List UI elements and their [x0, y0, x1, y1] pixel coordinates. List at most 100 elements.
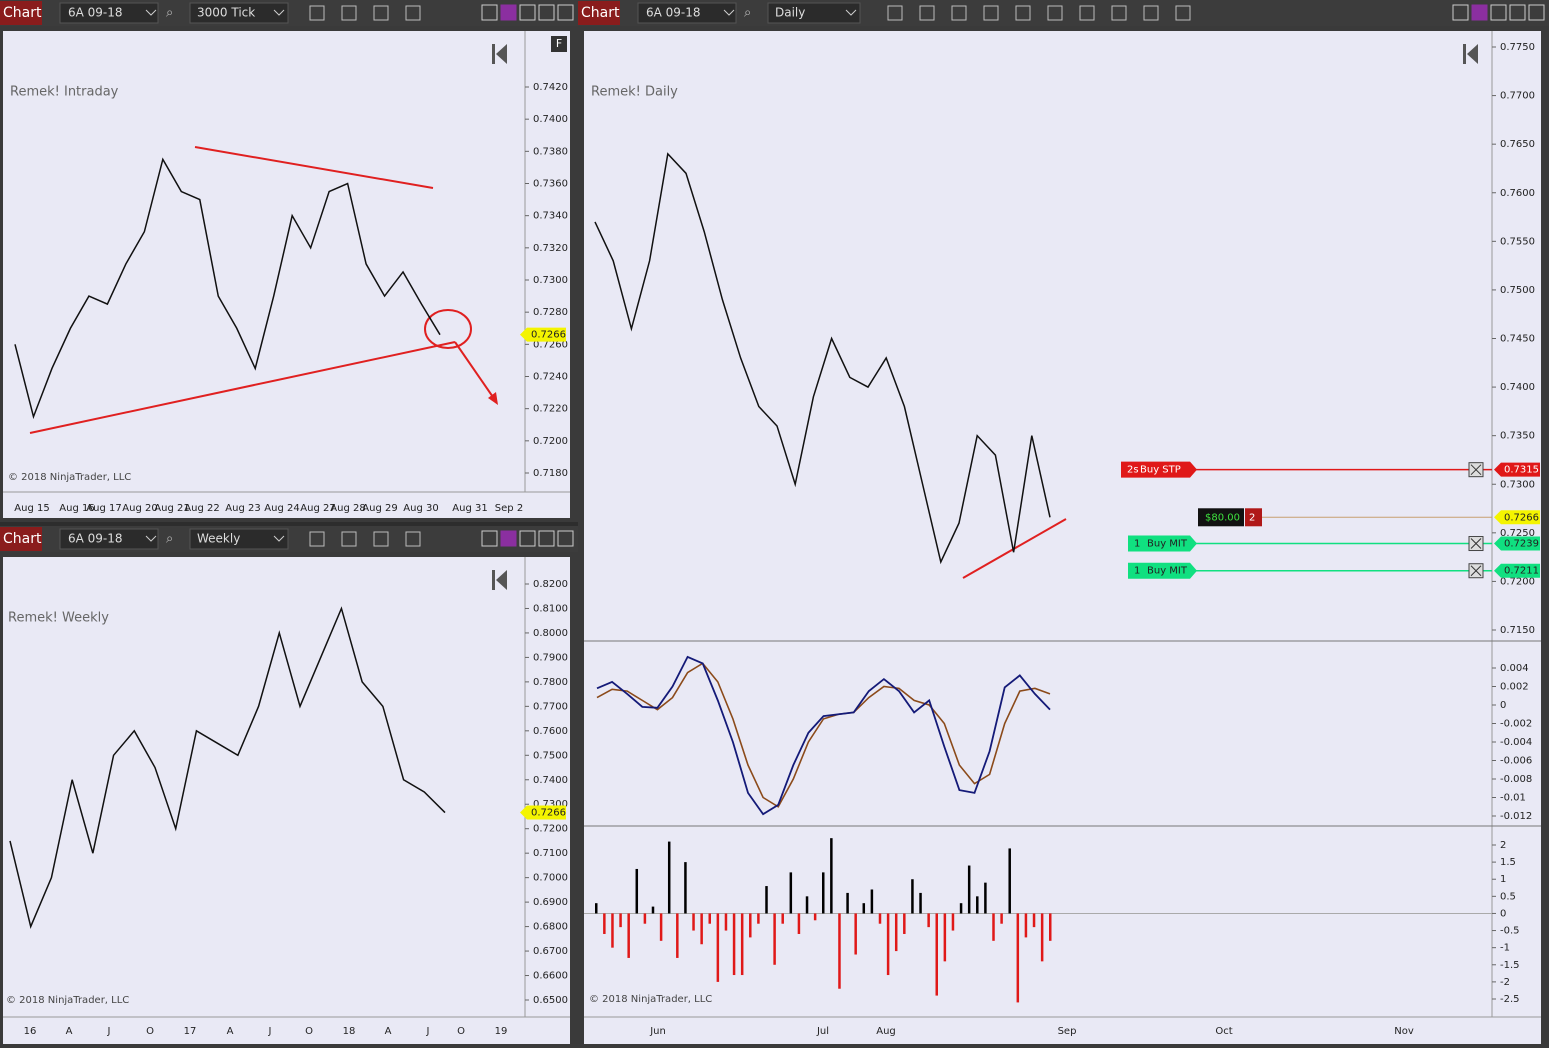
window-button[interactable]: [1509, 4, 1526, 21]
toolbar-icon[interactable]: [1079, 5, 1095, 21]
window-button[interactable]: [1471, 4, 1488, 21]
order-cancel-x: [1470, 464, 1482, 476]
chart-tab-label: Chart: [3, 531, 42, 547]
x-tick-label: Aug 31: [452, 503, 487, 514]
order-price-marker: [1494, 462, 1540, 477]
window-button[interactable]: [481, 530, 498, 547]
window-button[interactable]: [519, 4, 536, 21]
y-tick-label: 0.7180: [533, 468, 568, 479]
x-tick-label: O: [146, 1026, 154, 1037]
toolbar-icon[interactable]: [951, 5, 967, 21]
dropdown-arrow: [845, 9, 857, 16]
y-tick-label: -0.5: [1500, 926, 1520, 937]
toolbar-icon[interactable]: [373, 531, 389, 547]
x-tick-label: Aug 23: [225, 503, 260, 514]
window-button[interactable]: [481, 4, 498, 21]
x-tick-label: Aug 27: [300, 503, 335, 514]
y-tick-label: 1: [1500, 874, 1506, 885]
period-select[interactable]: [189, 528, 289, 550]
window-button[interactable]: [557, 4, 574, 21]
toolbar-icon[interactable]: [341, 531, 357, 547]
period-select[interactable]: [767, 2, 861, 24]
flag-box: [551, 36, 567, 52]
toolbar-icon[interactable]: [405, 5, 421, 21]
order-type: Buy STP: [1140, 465, 1181, 476]
window-button[interactable]: [1528, 4, 1545, 21]
scroll-end-icon[interactable]: [492, 44, 507, 64]
copyright: © 2018 NinjaTrader, LLC: [6, 995, 129, 1006]
price-marker-label: 0.7266: [531, 808, 566, 819]
histogram-bar: [911, 879, 914, 914]
toolbar-icon[interactable]: [919, 5, 935, 21]
order-quantity: 2s: [1127, 465, 1139, 476]
window-button[interactable]: [538, 530, 555, 547]
y-tick-label: 0.6700: [533, 946, 568, 957]
window-button[interactable]: [500, 4, 517, 21]
position-qty-box: [1245, 508, 1262, 527]
histogram-bar: [830, 838, 833, 914]
histogram-bar: [659, 913, 663, 941]
order-tag[interactable]: [1121, 461, 1197, 478]
histogram-bar: [749, 913, 752, 938]
y-tick-label: 0.7550: [1500, 236, 1535, 247]
histogram-bar: [862, 903, 866, 914]
histogram-bar: [967, 865, 971, 914]
price-marker: [520, 327, 566, 342]
x-tick-label: Sep 2: [495, 503, 523, 514]
window-button[interactable]: [519, 530, 536, 547]
toolbar-icon[interactable]: [1111, 5, 1127, 21]
order-price-marker: [1494, 536, 1540, 551]
instrument-select[interactable]: [59, 528, 159, 550]
y-tick-label: -0.012: [1500, 811, 1532, 822]
x-tick-label: O: [305, 1026, 313, 1037]
period-value: Weekly: [197, 532, 240, 546]
toolbar-icon[interactable]: [1015, 5, 1031, 21]
toolbar-icon[interactable]: [405, 531, 421, 547]
toolbar-icon[interactable]: [1143, 5, 1159, 21]
toolbar-icon[interactable]: [309, 531, 325, 547]
window-button[interactable]: [500, 530, 517, 547]
toolbar-icon[interactable]: [309, 5, 325, 21]
period-value: Daily: [775, 6, 805, 20]
trend-line: [194, 146, 434, 189]
window-button[interactable]: [538, 4, 555, 21]
arrow: [454, 341, 496, 401]
histogram-bar: [708, 913, 711, 924]
indicator-label: Remek! Weekly: [8, 611, 109, 626]
instrument-select[interactable]: [59, 2, 159, 24]
y-tick-label: 0.7600: [533, 726, 568, 737]
order-tag[interactable]: [1128, 562, 1197, 579]
toolbar-icon[interactable]: [373, 5, 389, 21]
toolbar-icon[interactable]: [341, 5, 357, 21]
x-tick-label: Aug 20: [122, 503, 157, 514]
histogram-bar: [619, 913, 622, 928]
instrument-select[interactable]: [637, 2, 737, 24]
histogram-bar: [716, 913, 720, 982]
order-tag[interactable]: [1128, 535, 1197, 552]
x-tick-label: 19: [495, 1026, 508, 1037]
x-tick-label: Jun: [649, 1026, 666, 1037]
scroll-end-icon[interactable]: [492, 570, 507, 590]
window-button[interactable]: [1490, 4, 1507, 21]
toolbar-icon[interactable]: [887, 5, 903, 21]
histogram-bar: [1040, 913, 1044, 962]
histogram-bar: [692, 913, 695, 931]
order-cancel-x: [1470, 538, 1482, 549]
window-button[interactable]: [1452, 4, 1469, 21]
dropdown-arrow: [273, 535, 285, 542]
toolbar-icon[interactable]: [1175, 5, 1191, 21]
toolbar-icon[interactable]: [983, 5, 999, 21]
copyright: © 2018 NinjaTrader, LLC: [8, 472, 131, 483]
x-tick-label: Oct: [1215, 1026, 1232, 1037]
toolbar-icon[interactable]: [1047, 5, 1063, 21]
histogram-bar: [643, 913, 647, 924]
window-button[interactable]: [557, 530, 574, 547]
y-tick-label: 0.7320: [533, 243, 568, 254]
histogram-bar: [1016, 913, 1020, 1003]
scroll-end-icon[interactable]: [1463, 44, 1478, 64]
y-tick-label: 0.6900: [533, 897, 568, 908]
period-select[interactable]: [189, 2, 289, 24]
toolbar-bg: [578, 0, 1549, 26]
histogram-bar: [765, 886, 768, 914]
